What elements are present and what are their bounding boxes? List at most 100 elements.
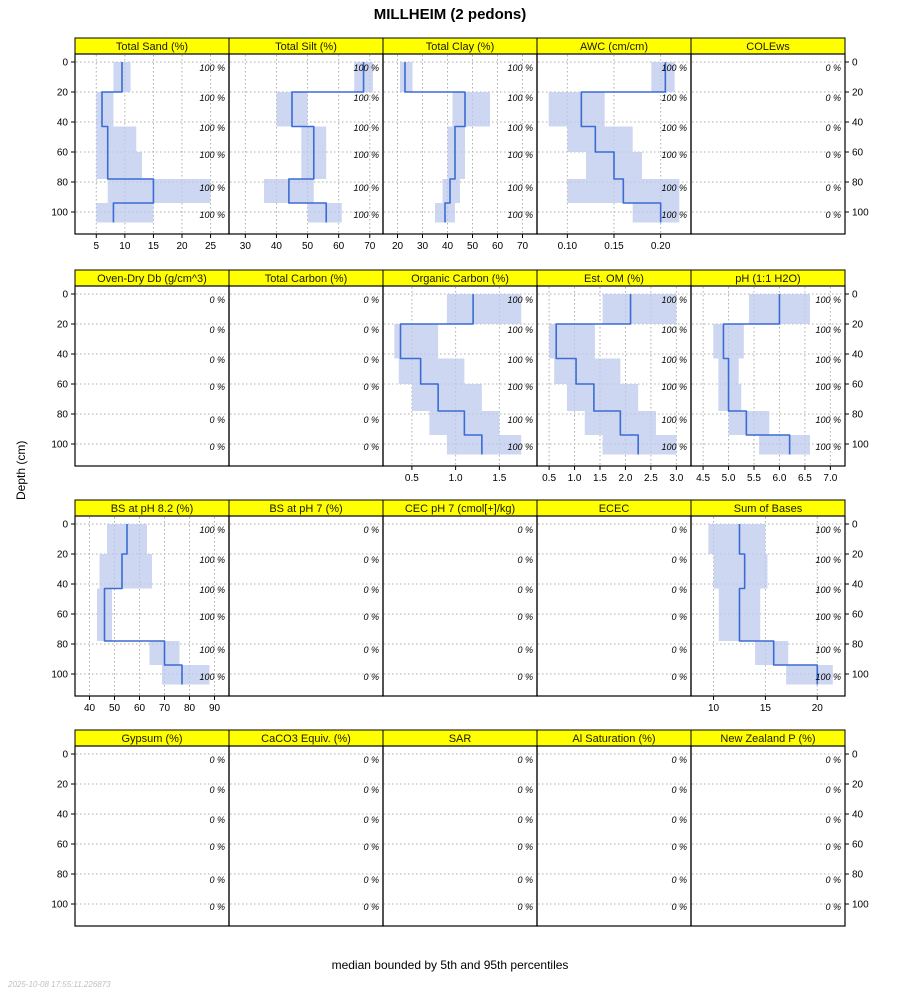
median-line [404, 62, 466, 223]
percent-label: 0 % [209, 295, 225, 305]
x-tick-label: 10 [119, 241, 131, 252]
percent-label: 0 % [517, 875, 533, 885]
percent-label: 0 % [363, 442, 379, 452]
depth-tick-label: 80 [852, 870, 864, 881]
x-tick-label: 1.5 [593, 473, 607, 484]
percent-label: 0 % [517, 902, 533, 912]
median-line [288, 62, 365, 223]
x-tick-label: 50 [467, 241, 479, 252]
depth-tick-label: 20 [57, 88, 69, 99]
percent-label: 100 % [507, 325, 533, 335]
percent-label: 0 % [209, 755, 225, 765]
percent-label: 0 % [209, 415, 225, 425]
depth-tick-label: 80 [57, 178, 69, 189]
percent-label: 0 % [209, 875, 225, 885]
percent-label: 100 % [199, 93, 225, 103]
percent-label: 0 % [363, 295, 379, 305]
percent-label: 0 % [825, 210, 841, 220]
panel-title: SAR [449, 733, 472, 745]
percentile-ribbon [708, 524, 833, 685]
percent-label: 100 % [199, 150, 225, 160]
percent-label: 0 % [671, 875, 687, 885]
percent-label: 100 % [199, 555, 225, 565]
percent-label: 100 % [661, 150, 687, 160]
panel-border [690, 285, 846, 467]
panel-border [228, 285, 384, 467]
median-line [555, 294, 639, 455]
depth-tick-label: 20 [57, 320, 69, 331]
x-tick-label: 30 [240, 241, 252, 252]
percent-label: 0 % [825, 93, 841, 103]
median-line [101, 62, 155, 223]
depth-tick-label: 80 [852, 640, 864, 651]
percentile-ribbon [394, 294, 522, 455]
percent-label: 100 % [199, 672, 225, 682]
depth-tick-label: 20 [852, 550, 864, 561]
depth-tick-label: 60 [57, 380, 69, 391]
depth-tick-label: 100 [51, 670, 68, 681]
percent-label: 0 % [671, 585, 687, 595]
percent-label: 0 % [209, 815, 225, 825]
depth-tick-label: 0 [62, 520, 68, 531]
percent-label: 100 % [661, 210, 687, 220]
percent-label: 0 % [825, 150, 841, 160]
percent-label: 0 % [671, 555, 687, 565]
panel-title: COLEws [746, 41, 790, 53]
depth-tick-label: 40 [852, 350, 864, 361]
percentile-ribbon [97, 524, 210, 685]
percent-label: 0 % [209, 442, 225, 452]
x-tick-label: 20 [176, 241, 188, 252]
percent-label: 0 % [363, 382, 379, 392]
percent-label: 100 % [815, 325, 841, 335]
percent-label: 0 % [209, 842, 225, 852]
panel-title: New Zealand P (%) [720, 733, 815, 745]
percent-label: 100 % [661, 442, 687, 452]
depth-tick-label: 0 [62, 290, 68, 301]
x-tick-label: 5.5 [747, 473, 761, 484]
depth-tick-label: 40 [57, 810, 69, 821]
panel-border [74, 745, 230, 927]
depth-tick-label: 20 [57, 780, 69, 791]
caption: median bounded by 5th and 95th percentil… [331, 958, 569, 972]
percent-label: 100 % [661, 415, 687, 425]
panel-border [228, 745, 384, 927]
depth-tick-label: 100 [51, 440, 68, 451]
x-tick-label: 60 [134, 703, 146, 714]
x-tick-label: 2.0 [619, 473, 633, 484]
percent-label: 0 % [671, 785, 687, 795]
watermark: 2025-10-08 17:55:11.226873 [8, 980, 111, 989]
depth-tick-label: 40 [852, 810, 864, 821]
percent-label: 100 % [353, 150, 379, 160]
x-tick-label: 40 [84, 703, 96, 714]
median-line [103, 524, 183, 685]
panel-title: Gypsum (%) [121, 733, 182, 745]
panel-title: Total Clay (%) [426, 41, 494, 53]
depth-tick-label: 40 [852, 580, 864, 591]
percent-label: 100 % [661, 183, 687, 193]
x-tick-label: 0.15 [604, 241, 624, 252]
percent-label: 100 % [507, 123, 533, 133]
x-tick-label: 20 [392, 241, 404, 252]
percent-label: 100 % [507, 442, 533, 452]
percent-label: 100 % [815, 672, 841, 682]
panel-title: Total Carbon (%) [265, 273, 348, 285]
percent-label: 100 % [815, 295, 841, 305]
percent-label: 0 % [517, 585, 533, 595]
percent-label: 0 % [825, 755, 841, 765]
percent-label: 0 % [363, 815, 379, 825]
depth-tick-label: 60 [852, 380, 864, 391]
median-line [580, 62, 667, 223]
percent-label: 100 % [661, 295, 687, 305]
x-tick-label: 1.5 [492, 473, 506, 484]
panel-border [74, 285, 230, 467]
panel-title: BS at pH 7 (%) [269, 503, 342, 515]
percent-label: 100 % [815, 585, 841, 595]
percent-label: 100 % [199, 183, 225, 193]
depth-tick-label: 80 [57, 410, 69, 421]
x-tick-label: 15 [760, 703, 772, 714]
percent-label: 0 % [517, 842, 533, 852]
x-tick-label: 50 [109, 703, 121, 714]
panel-border [690, 53, 846, 235]
percent-label: 100 % [199, 645, 225, 655]
